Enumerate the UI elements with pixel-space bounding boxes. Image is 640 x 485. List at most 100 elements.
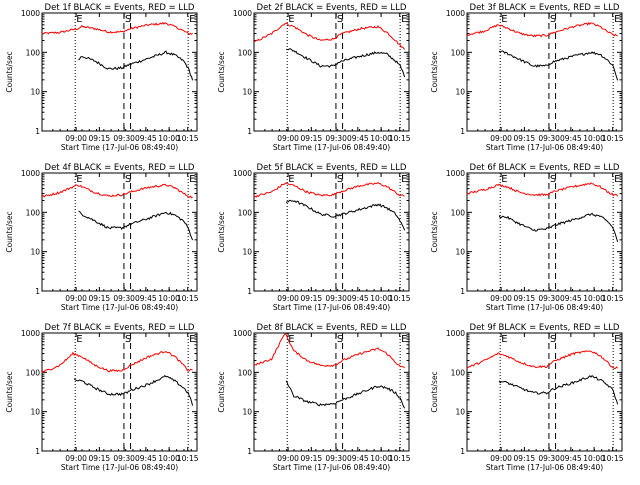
x-tick-label: 09:30 xyxy=(538,134,560,143)
x-tick-label: 10:15 xyxy=(389,134,411,143)
lld-series-line xyxy=(253,22,406,50)
x-tick-label: 09:00 xyxy=(490,454,512,463)
panel-title: Det 1f BLACK = Events, RED = LLD xyxy=(45,3,195,13)
y-tick-label: 1000 xyxy=(21,329,40,338)
e-marker-label: E xyxy=(614,174,620,185)
y-tick-label: 1000 xyxy=(233,329,252,338)
x-axis-label: Start Time (17-Jul-06 08:49:40) xyxy=(486,303,603,312)
s-marker-label: S xyxy=(125,334,131,345)
plot-panel: Det 5f BLACK = Events, RED = LLD 1 10 100 10… xyxy=(217,163,411,312)
plot-frame xyxy=(41,332,198,452)
x-tick-label: 09:00 xyxy=(277,294,299,303)
x-tick-label: 10:15 xyxy=(389,294,411,303)
y-tick-label: 1000 xyxy=(446,9,465,18)
y-tick-label: 100 xyxy=(451,208,466,217)
x-tick-label: 09:30 xyxy=(538,294,560,303)
x-tick-label: 09:45 xyxy=(560,134,582,143)
x-tick-label: 09:15 xyxy=(301,294,323,303)
x-tick-label: 10:00 xyxy=(583,454,605,463)
x-tick-label: 09:00 xyxy=(490,294,512,303)
lld-series-line xyxy=(466,21,618,38)
y-axis-label: Counts/sec xyxy=(430,371,439,412)
y-tick-label: 1000 xyxy=(446,329,465,338)
y-tick-label: 1 xyxy=(247,287,252,296)
events-series-line xyxy=(285,380,406,409)
x-tick-label: 10:00 xyxy=(370,294,392,303)
x-tick-label: 09:45 xyxy=(560,294,582,303)
e-marker-label: E xyxy=(288,334,294,345)
events-series-line xyxy=(78,210,194,241)
plot-frame xyxy=(253,332,410,452)
x-axis-label: Start Time (17-Jul-06 08:49:40) xyxy=(61,143,178,152)
e-marker-label: E xyxy=(76,14,82,25)
s-marker-label: S xyxy=(550,14,556,25)
x-tick-label: 09:45 xyxy=(135,454,157,463)
plot-panel: Det 4f BLACK = Events, RED = LLD 1 10 100 10… xyxy=(5,163,199,312)
y-tick-label: 10 xyxy=(242,88,252,97)
x-tick-label: 10:00 xyxy=(158,454,180,463)
events-series-line xyxy=(498,212,619,243)
plot-frame xyxy=(466,332,623,452)
y-tick-label: 100 xyxy=(238,208,253,217)
y-axis-label: Counts/sec xyxy=(217,371,226,412)
s-marker-label: S xyxy=(337,14,343,25)
plot-panel: Det 2f BLACK = Events, RED = LLD 1 10 100 10… xyxy=(217,3,411,152)
x-axis-label: Start Time (17-Jul-06 08:49:40) xyxy=(486,463,603,472)
x-tick-label: 09:45 xyxy=(347,134,369,143)
y-tick-label: 1000 xyxy=(21,9,40,18)
events-series-line xyxy=(286,48,406,78)
x-tick-label: 09:45 xyxy=(560,454,582,463)
panel-title: Det 7f BLACK = Events, RED = LLD xyxy=(45,323,195,333)
y-tick-label: 1 xyxy=(460,447,465,456)
e-marker-label: E xyxy=(288,174,294,185)
s-marker-label: S xyxy=(125,14,131,25)
e-marker-label: E xyxy=(401,174,407,185)
panel-title: Det 6f BLACK = Events, RED = LLD xyxy=(470,163,620,173)
x-tick-label: 09:30 xyxy=(113,134,135,143)
s-marker-label: S xyxy=(337,334,343,345)
x-tick-label: 09:15 xyxy=(89,294,111,303)
e-marker-label: E xyxy=(501,14,507,25)
panel-title: Det 9f BLACK = Events, RED = LLD xyxy=(470,323,620,333)
y-tick-label: 10 xyxy=(455,408,465,417)
x-tick-label: 09:15 xyxy=(301,454,323,463)
plot-panel: Det 3f BLACK = Events, RED = LLD 1 10 100 10… xyxy=(430,3,624,152)
plot-panel: Det 7f BLACK = Events, RED = LLD 1 10 100 10… xyxy=(5,323,199,472)
e-marker-label: E xyxy=(401,334,407,345)
y-axis-label: Counts/sec xyxy=(430,211,439,252)
e-marker-label: E xyxy=(189,334,195,345)
x-tick-label: 09:45 xyxy=(135,294,157,303)
x-tick-label: 10:15 xyxy=(177,294,199,303)
y-tick-label: 100 xyxy=(26,208,41,217)
x-axis-label: Start Time (17-Jul-06 08:49:40) xyxy=(61,303,178,312)
x-tick-label: 10:15 xyxy=(177,134,199,143)
x-tick-label: 09:45 xyxy=(135,134,157,143)
lld-series-line xyxy=(41,350,193,374)
x-tick-label: 09:15 xyxy=(301,134,323,143)
e-marker-label: E xyxy=(614,334,620,345)
y-tick-label: 10 xyxy=(455,88,465,97)
x-tick-label: 10:00 xyxy=(370,134,392,143)
y-tick-label: 100 xyxy=(451,368,466,377)
x-tick-label: 09:30 xyxy=(113,454,135,463)
y-axis-label: Counts/sec xyxy=(5,371,14,412)
x-tick-label: 10:00 xyxy=(583,294,605,303)
x-axis-label: Start Time (17-Jul-06 08:49:40) xyxy=(273,303,390,312)
plot-panel: Det 8f BLACK = Events, RED = LLD 1 10 100 10… xyxy=(217,323,411,472)
y-tick-label: 1 xyxy=(247,127,252,136)
s-marker-label: S xyxy=(550,334,556,345)
panel-title: Det 8f BLACK = Events, RED = LLD xyxy=(257,323,407,333)
panel-title: Det 4f BLACK = Events, RED = LLD xyxy=(45,163,195,173)
x-axis-label: Start Time (17-Jul-06 08:49:40) xyxy=(61,463,178,472)
y-tick-label: 1000 xyxy=(21,169,40,178)
x-tick-label: 10:15 xyxy=(177,454,199,463)
panel-title: Det 3f BLACK = Events, RED = LLD xyxy=(470,3,620,13)
e-marker-label: E xyxy=(76,334,82,345)
panel-title: Det 5f BLACK = Events, RED = LLD xyxy=(257,163,407,173)
y-tick-label: 1 xyxy=(35,287,40,296)
events-series-line xyxy=(498,50,619,81)
x-tick-label: 09:00 xyxy=(65,134,87,143)
plot-panel: Det 1f BLACK = Events, RED = LLD 1 10 100 10… xyxy=(5,3,199,152)
